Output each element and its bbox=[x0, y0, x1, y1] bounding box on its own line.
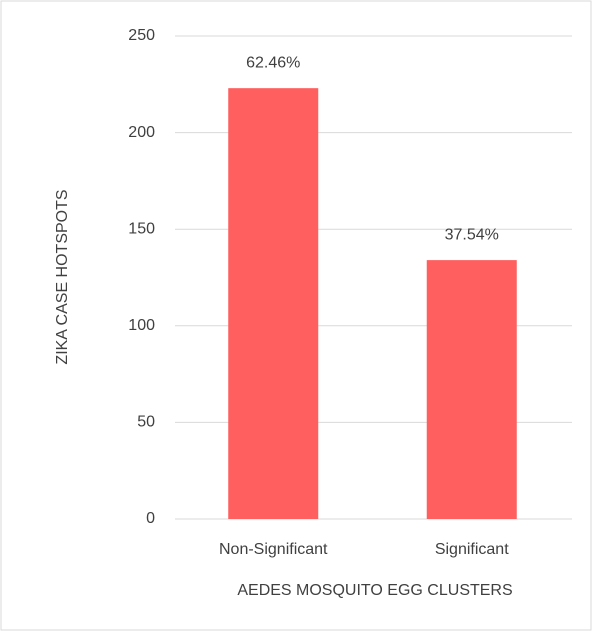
y-axis-title: ZIKA CASE HOTSPOTS bbox=[54, 189, 71, 364]
y-tick-label: 0 bbox=[146, 510, 155, 527]
y-tick-label: 150 bbox=[128, 220, 155, 237]
y-tick-label: 200 bbox=[128, 124, 155, 141]
y-tick-label: 50 bbox=[137, 414, 155, 431]
y-tick-label: 250 bbox=[128, 27, 155, 44]
annotation: 62.46% bbox=[246, 54, 300, 71]
y-tick-label: 100 bbox=[128, 317, 155, 334]
bar bbox=[228, 88, 319, 519]
bar bbox=[426, 260, 517, 519]
x-tick-label: Significant bbox=[435, 541, 509, 558]
x-axis-title: AEDES MOSQUITO EGG CLUSTERS bbox=[237, 582, 512, 599]
x-tick-label: Non-Significant bbox=[219, 541, 328, 558]
annotation: 37.54% bbox=[445, 226, 499, 243]
